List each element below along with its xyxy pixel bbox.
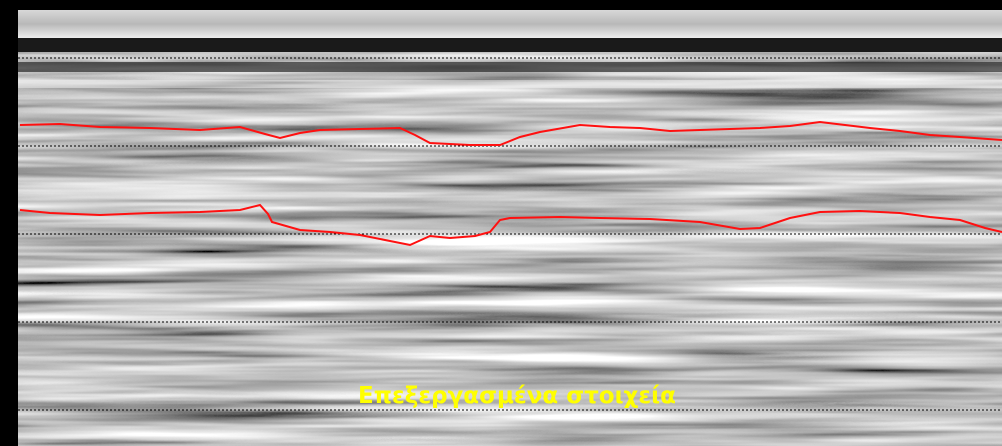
dark-band bbox=[18, 62, 1002, 72]
caption: Επεξεργασμένα στοιχεία bbox=[358, 383, 676, 409]
page: Επεξεργασμένα στοιχεία (() => { const da… bbox=[0, 0, 1002, 446]
surface-band bbox=[18, 10, 1002, 38]
light-band bbox=[18, 80, 1002, 88]
radargram-view: Επεξεργασμένα στοιχεία bbox=[0, 0, 1002, 446]
direct-wave bbox=[18, 38, 1002, 52]
radar-image bbox=[18, 10, 1002, 446]
